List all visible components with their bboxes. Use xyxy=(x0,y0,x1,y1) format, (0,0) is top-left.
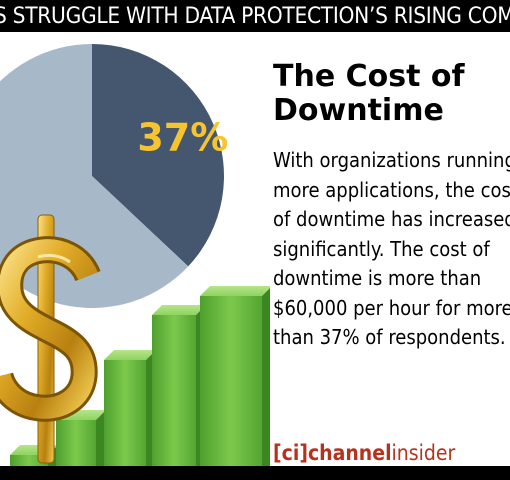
top-banner: S STRUGGLE WITH DATA PROTECTION’S RISING… xyxy=(0,0,510,32)
bar-front xyxy=(56,420,96,466)
title-line: Downtime xyxy=(273,94,510,128)
body-line: $60,000 per hour for more xyxy=(273,294,510,324)
pie-chart: 37% xyxy=(0,32,270,466)
logo-ci: ci xyxy=(282,441,300,465)
banner-text: S STRUGGLE WITH DATA PROTECTION’S RISING… xyxy=(0,2,510,30)
logo-bracket-close: ] xyxy=(299,441,308,465)
bar-front xyxy=(200,296,262,466)
logo-bracket-open: [ xyxy=(273,441,282,465)
channelinsider-logo: [ci]channelinsider xyxy=(273,440,455,466)
title-line: The Cost of xyxy=(273,60,510,94)
body-line: significantly. The cost of xyxy=(273,235,510,265)
logo-insider: insider xyxy=(392,441,456,465)
body-line: downtime is more than xyxy=(273,264,510,294)
article-title: The Cost of Downtime xyxy=(273,60,510,128)
bar-front xyxy=(104,360,146,466)
body-line: With organizations running xyxy=(273,146,510,176)
logo-channel: channel xyxy=(308,441,392,465)
article-body: With organizations running more applicat… xyxy=(273,146,510,353)
bar-top xyxy=(200,286,270,296)
body-line: more applications, the cost xyxy=(273,176,510,206)
bar-side xyxy=(262,286,270,466)
body-line: of downtime has increased xyxy=(273,205,510,235)
bar-front xyxy=(152,315,196,466)
pie-slice-label: 37% xyxy=(137,116,228,160)
bottom-bar xyxy=(0,466,510,480)
body-line: than 37% of respondents. xyxy=(273,323,510,353)
